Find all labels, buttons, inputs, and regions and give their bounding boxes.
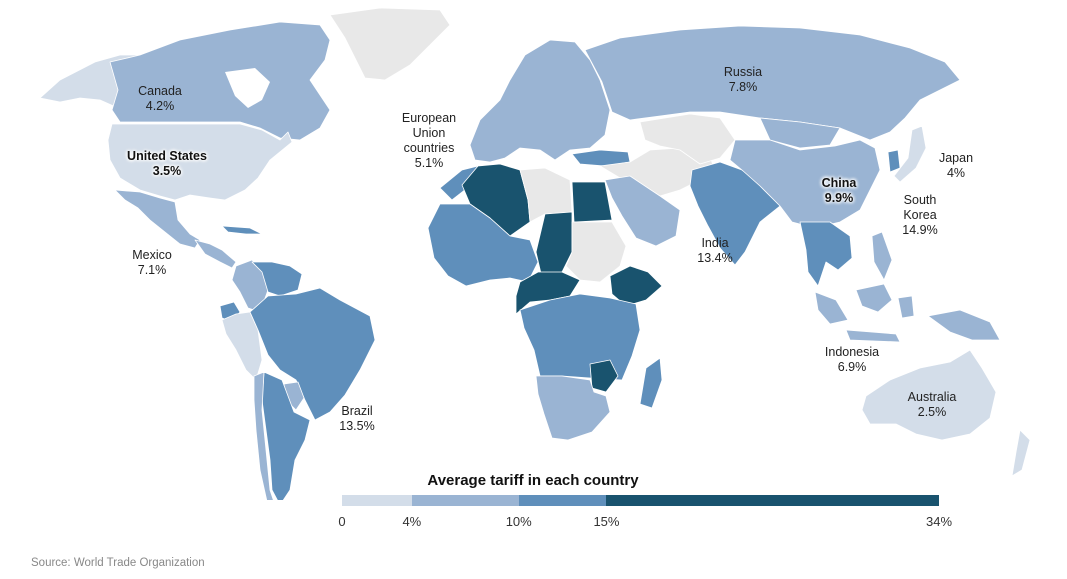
region-papua[interactable] <box>927 309 1001 341</box>
region-ethiopia[interactable] <box>609 265 663 307</box>
label-brazil-name: Brazil <box>341 404 373 418</box>
region-peru[interactable] <box>221 311 263 381</box>
label-indonesia: Indonesia 6.9% <box>825 345 879 375</box>
region-chile[interactable] <box>253 371 276 500</box>
label-eu-name-line3: countries <box>403 141 455 155</box>
legend-title: Average tariff in each country <box>427 472 639 489</box>
label-south-korea: South Korea 14.9% <box>902 193 937 238</box>
region-indonesia[interactable] <box>814 283 915 343</box>
region-east-central-africa[interactable] <box>519 293 641 381</box>
label-canada-name: Canada <box>138 84 182 98</box>
region-saudi-arabia[interactable] <box>604 175 681 247</box>
label-brazil-value: 13.5% <box>339 419 375 433</box>
region-sudan[interactable] <box>565 221 627 283</box>
label-indonesia-value: 6.9% <box>837 360 867 374</box>
region-madagascar[interactable] <box>639 357 663 409</box>
legend-tick-0: 0 <box>338 514 346 529</box>
region-central-america[interactable] <box>194 239 237 269</box>
label-australia-value: 2.5% <box>917 405 947 419</box>
label-india: India 13.4% <box>697 236 732 266</box>
region-philippines[interactable] <box>871 231 893 281</box>
region-mexico[interactable] <box>114 189 201 249</box>
region-central-asia[interactable] <box>639 113 736 165</box>
label-eu-name-line2: Union <box>412 126 446 140</box>
region-united-states[interactable] <box>107 123 293 201</box>
label-united-states-value: 3.5% <box>152 164 182 178</box>
label-south-korea-value: 14.9% <box>902 223 938 237</box>
region-china[interactable] <box>729 139 881 229</box>
legend-segment-0-4 <box>342 495 412 506</box>
label-eu: European Union countries 5.1% <box>402 111 456 171</box>
legend-segment-10-15 <box>518 495 607 506</box>
label-south-korea-name-line2: Korea <box>903 208 937 222</box>
label-china: China 9.9% <box>822 176 857 206</box>
region-venezuela[interactable] <box>251 261 303 297</box>
region-west-africa[interactable] <box>427 203 539 287</box>
label-japan: Japan 4% <box>939 151 973 181</box>
legend-tick-34: 34% <box>925 514 953 529</box>
label-mexico-value: 7.1% <box>137 263 167 277</box>
label-mexico: Mexico 7.1% <box>132 248 172 278</box>
label-united-states-name: United States <box>127 149 207 163</box>
label-canada: Canada 4.2% <box>138 84 182 114</box>
region-south-korea[interactable] <box>887 149 901 173</box>
label-china-name: China <box>821 176 857 190</box>
label-canada-value: 4.2% <box>145 99 175 113</box>
label-russia-value: 7.8% <box>728 80 758 94</box>
region-canada[interactable] <box>109 21 331 141</box>
source-note: Source: World Trade Organization <box>31 557 205 569</box>
legend-tick-15: 15% <box>593 514 620 529</box>
label-japan-value: 4% <box>946 166 966 180</box>
label-australia-name: Australia <box>907 390 957 404</box>
label-eu-value: 5.1% <box>414 156 444 170</box>
legend-tick-10: 10% <box>505 514 532 529</box>
region-argentina[interactable] <box>261 371 311 500</box>
label-united-states: United States 3.5% <box>127 149 207 179</box>
region-greenland[interactable] <box>329 7 451 81</box>
region-southeast-asia[interactable] <box>799 221 853 287</box>
label-russia-name: Russia <box>723 65 763 79</box>
region-russia[interactable] <box>584 25 961 141</box>
region-new-zealand[interactable] <box>1011 429 1031 477</box>
label-india-value: 13.4% <box>697 251 733 265</box>
label-australia: Australia 2.5% <box>908 390 957 420</box>
region-hudson-bay-water <box>225 68 270 108</box>
label-india-name: India <box>701 236 729 250</box>
label-south-korea-name-line1: South <box>903 193 937 207</box>
label-brazil: Brazil 13.5% <box>339 404 374 434</box>
legend-segment-4-10 <box>411 495 519 506</box>
region-japan[interactable] <box>893 125 927 183</box>
label-japan-name: Japan <box>938 151 974 165</box>
label-indonesia-name: Indonesia <box>824 345 880 359</box>
region-chad[interactable] <box>535 211 573 279</box>
legend-tick-4: 4% <box>402 514 422 529</box>
region-brazil[interactable] <box>249 287 376 421</box>
label-mexico-name: Mexico <box>132 248 172 262</box>
region-europe[interactable] <box>469 39 611 163</box>
legend-color-scale <box>342 495 939 506</box>
label-china-value: 9.9% <box>824 191 854 205</box>
legend-segment-15-34 <box>606 495 939 506</box>
label-russia: Russia 7.8% <box>724 65 762 95</box>
region-cuba[interactable] <box>221 225 263 235</box>
world-map <box>39 7 1031 500</box>
region-egypt[interactable] <box>571 181 613 223</box>
region-australia[interactable] <box>861 349 997 441</box>
label-eu-name-line1: European <box>401 111 457 125</box>
region-southern-africa[interactable] <box>535 375 611 441</box>
